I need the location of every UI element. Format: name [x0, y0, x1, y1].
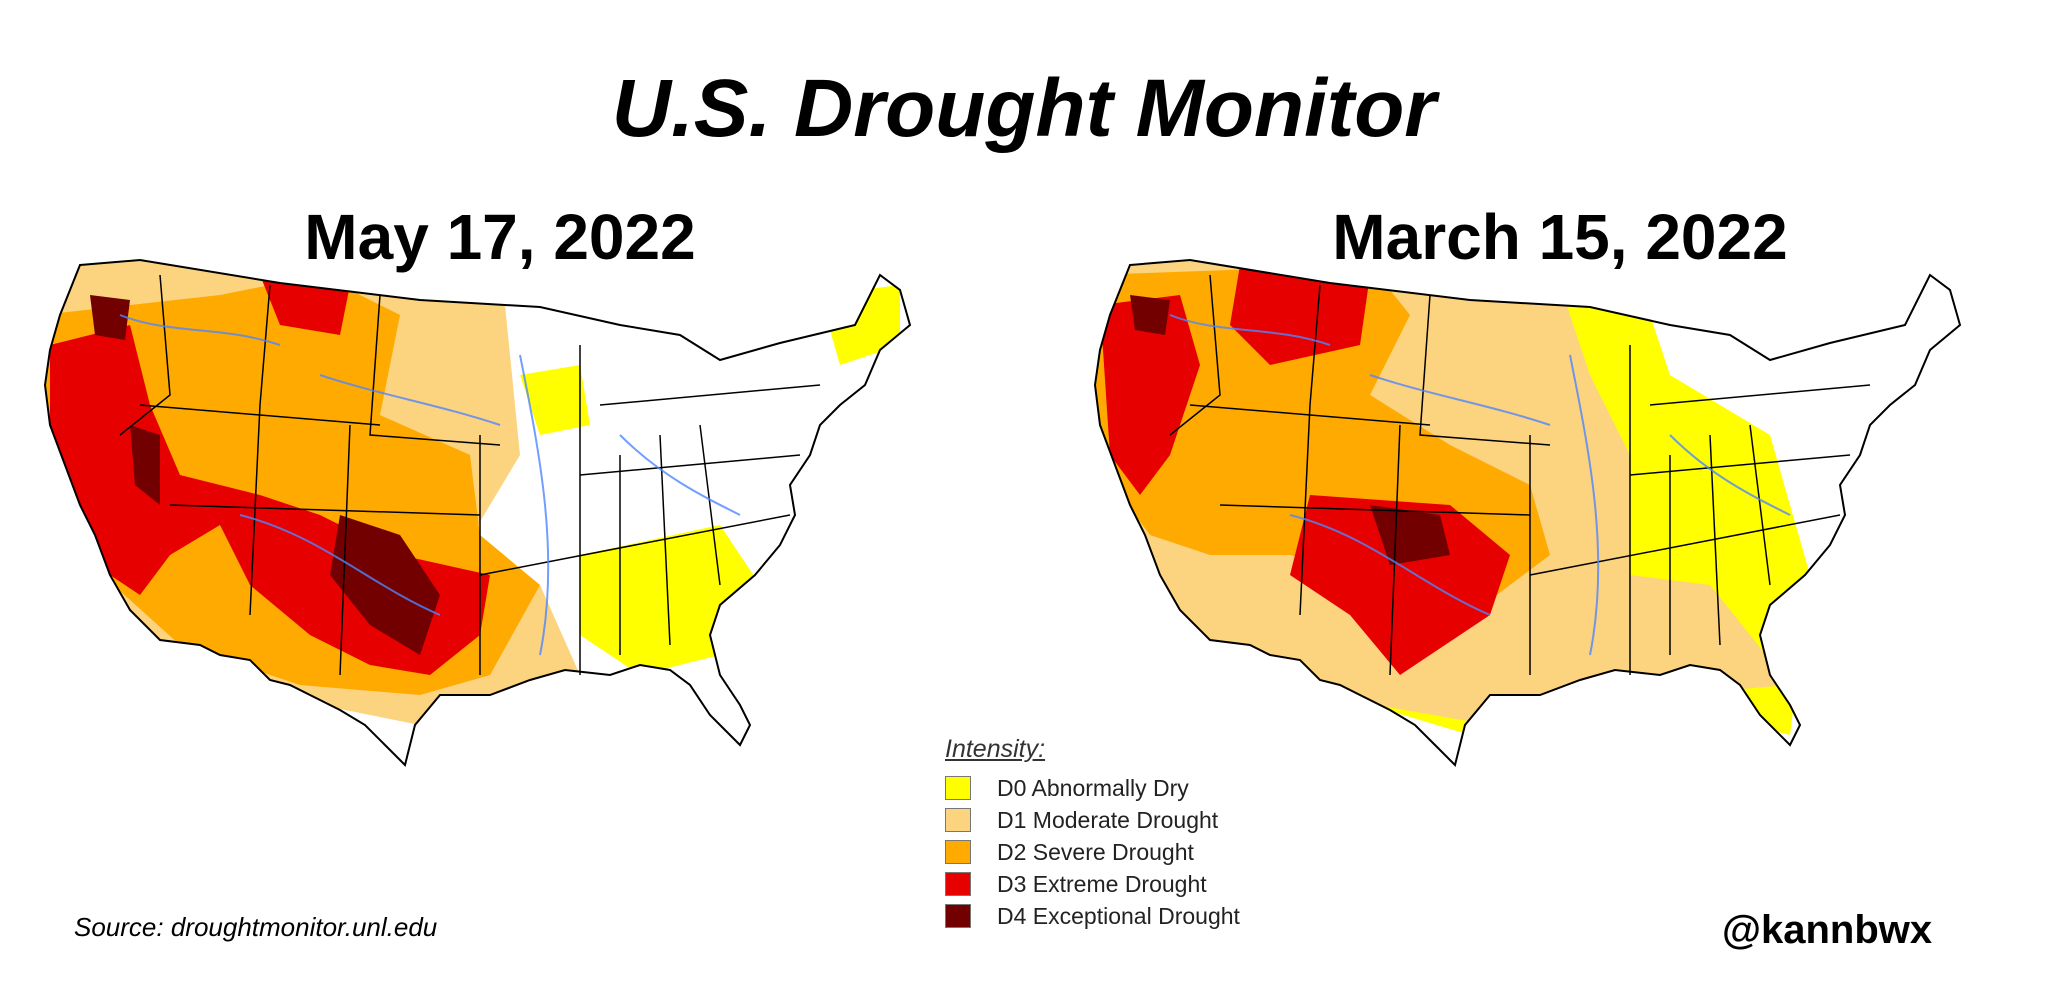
map-date-left: May 17, 2022: [304, 201, 696, 273]
legend-item-d0: D0 Abnormally Dry: [945, 772, 1240, 804]
map-date-right: March 15, 2022: [1332, 201, 1788, 273]
drought-map-may: [20, 255, 950, 855]
legend-item-d1: D1 Moderate Drought: [945, 804, 1240, 836]
legend-label-d2: D2 Severe Drought: [997, 838, 1194, 865]
legend-label-d3: D3 Extreme Drought: [997, 870, 1207, 897]
drought-map-march: [1070, 255, 2000, 855]
legend-title: Intensity:: [945, 735, 1046, 763]
d4-oregon-region: [1130, 295, 1170, 335]
author-handle: @kannbwx: [1722, 908, 1933, 952]
legend-item-d4: D4 Exceptional Drought: [945, 900, 1240, 932]
d3-montana-region: [1230, 265, 1370, 365]
d4-plains-region: [1370, 505, 1450, 565]
d3-plains-region: [1290, 495, 1510, 675]
intensity-legend: Intensity: D0 Abnormally Dry D1 Moderate…: [945, 735, 1240, 932]
d4-nevada-region: [130, 425, 160, 505]
source-credit: Source: droughtmonitor.unl.edu: [74, 912, 438, 942]
legend-swatch-d1: [945, 808, 971, 832]
d4-oregon-region: [90, 295, 130, 340]
legend-swatch-d4: [945, 904, 971, 928]
d4-southwest-region: [330, 515, 440, 655]
d3-west-region: [1100, 295, 1200, 495]
main-title: U.S. Drought Monitor: [611, 63, 1437, 154]
legend-swatch-d0: [945, 776, 971, 800]
legend-item-d2: D2 Severe Drought: [945, 836, 1240, 868]
legend-label-d4: D4 Exceptional Drought: [997, 902, 1240, 929]
drought-map-march-svg: [1093, 258, 1962, 767]
legend-label-d0: D0 Abnormally Dry: [997, 774, 1189, 801]
legend-swatch-d2: [945, 840, 971, 864]
d0-midwest-region: [520, 365, 590, 435]
drought-map-may-svg: [43, 258, 912, 767]
legend-item-d3: D3 Extreme Drought: [945, 868, 1240, 900]
d3-north-region: [260, 275, 350, 335]
legend-label-d1: D1 Moderate Drought: [997, 806, 1219, 833]
legend-swatch-d3: [945, 872, 971, 896]
